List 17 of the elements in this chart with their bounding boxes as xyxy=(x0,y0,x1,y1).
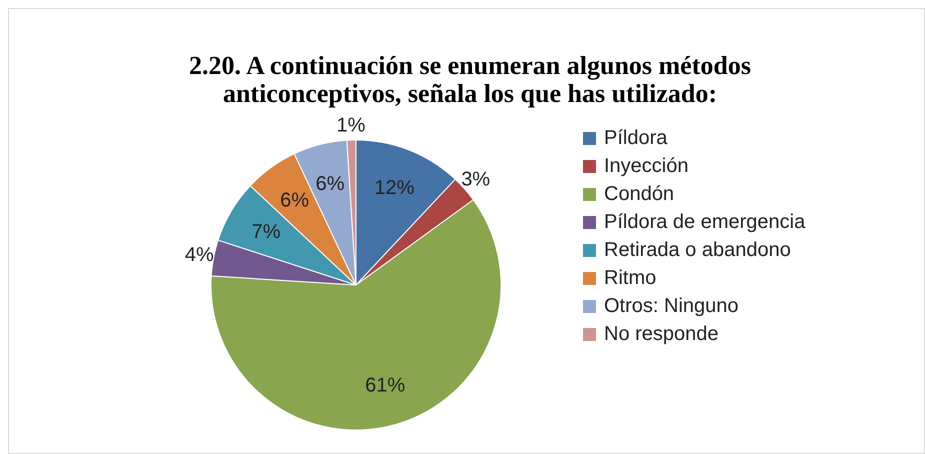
legend-label: Otros: Ninguno xyxy=(604,295,739,317)
chart-title: 2.20. A continuación se enumeran algunos métodos anticonceptivos, señala los que has utilizado: xyxy=(189,51,751,108)
legend-label: Condón xyxy=(604,183,674,205)
data-label: 6% xyxy=(316,172,345,195)
legend-label: Píldora de emergencia xyxy=(604,211,806,233)
data-label: 12% xyxy=(374,176,415,199)
legend-label: Retirada o abandono xyxy=(604,239,791,261)
data-label: 6% xyxy=(280,190,310,212)
data-label: 7% xyxy=(252,220,281,243)
legend-label: No responde xyxy=(604,323,719,345)
data-label: 61% xyxy=(365,374,406,396)
data-label: 1% xyxy=(336,114,366,137)
legend-label: Píldora xyxy=(604,127,668,149)
data-label: 3% xyxy=(461,168,490,191)
legend-label: Ritmo xyxy=(604,267,656,289)
legend-label: Inyección xyxy=(604,155,688,177)
data-label: 4% xyxy=(184,244,214,266)
